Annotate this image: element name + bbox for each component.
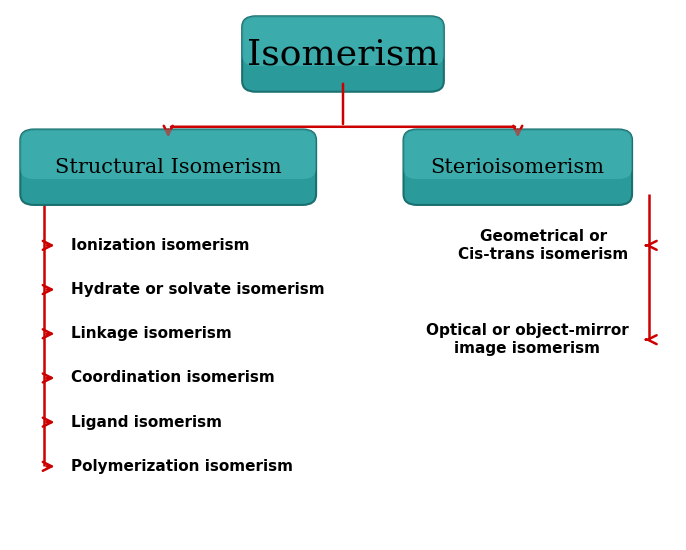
FancyBboxPatch shape [21,129,316,179]
Text: Polymerization isomerism: Polymerization isomerism [71,459,293,474]
Text: Linkage isomerism: Linkage isomerism [71,326,231,341]
FancyBboxPatch shape [21,129,316,205]
Text: Isomerism: Isomerism [247,37,439,71]
FancyBboxPatch shape [242,16,444,92]
Text: Ligand isomerism: Ligand isomerism [71,415,222,430]
FancyBboxPatch shape [242,16,444,66]
FancyBboxPatch shape [403,129,632,205]
Text: Coordination isomerism: Coordination isomerism [71,371,274,386]
Text: Sterioisomerism: Sterioisomerism [431,158,605,177]
Text: Ionization isomerism: Ionization isomerism [71,238,249,253]
Text: Geometrical or
Cis-trans isomerism: Geometrical or Cis-trans isomerism [458,229,629,262]
Text: Optical or object-mirror
image isomerism: Optical or object-mirror image isomerism [426,323,629,356]
FancyBboxPatch shape [403,129,632,179]
Text: Hydrate or solvate isomerism: Hydrate or solvate isomerism [71,282,324,297]
Text: Structural Isomerism: Structural Isomerism [55,158,281,177]
